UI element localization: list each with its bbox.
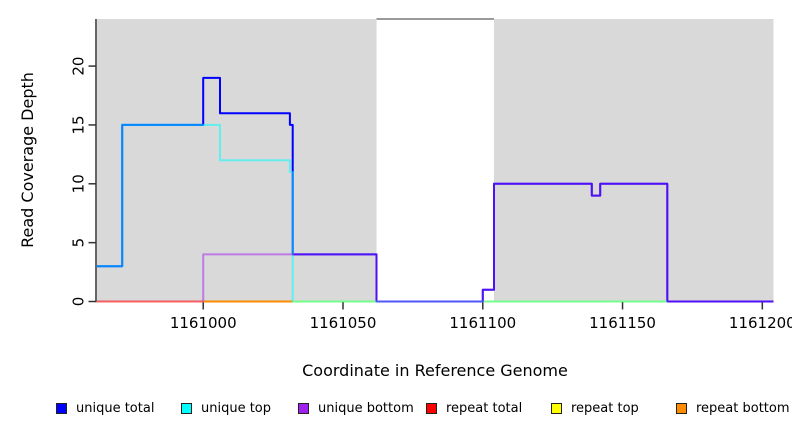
y-axis-tick-label: 0 [70, 297, 88, 307]
legend-swatch-repeat-bottom [676, 402, 687, 414]
x-axis-label: Coordinate in Reference Genome [302, 361, 568, 380]
x-axis-tick-label: 1161150 [589, 314, 656, 332]
legend-item-repeat-top: repeat top [551, 398, 639, 418]
y-axis-tick-label: 10 [70, 174, 88, 193]
legend-item-repeat-bottom: repeat bottom [676, 398, 790, 418]
legend-label-repeat-bottom: repeat bottom [696, 400, 790, 416]
series-line-unique-bottom [202, 182, 774, 303]
legend-item-unique-top: unique top [181, 398, 271, 418]
x-axis-tick-label: 1161000 [170, 314, 237, 332]
legend-swatch-unique-total [56, 402, 67, 414]
legend-label-repeat-top: repeat top [571, 400, 639, 416]
legend-label-unique-top: unique top [201, 400, 272, 416]
legend-swatch-repeat-total [426, 402, 437, 414]
legend-item-repeat-total: repeat total [426, 398, 522, 418]
legend-swatch-unique-bottom [298, 402, 309, 414]
series-line-unique-top [97, 123, 668, 303]
legend-label-repeat-total: repeat total [446, 400, 523, 416]
y-axis-tick-label: 15 [70, 115, 88, 134]
legend-item-unique-bottom: unique bottom [298, 398, 414, 418]
y-axis-tick-label: 20 [70, 57, 88, 76]
x-axis-tick-label: 1161050 [310, 314, 377, 332]
legend: unique total unique top unique bottom repea… [0, 398, 792, 420]
y-axis-tick-label: 5 [70, 238, 88, 248]
legend-label-unique-bottom: unique bottom [318, 400, 414, 416]
covered-region-right [493, 19, 774, 302]
y-axis-label: Read Coverage Depth [18, 72, 37, 248]
legend-swatch-repeat-top [551, 402, 562, 414]
legend-swatch-unique-top [181, 402, 192, 414]
legend-label-unique-total: unique total [76, 400, 155, 416]
x-axis-tick-label: 1161100 [449, 314, 516, 332]
legend-item-unique-total: unique total [56, 398, 154, 418]
x-axis-tick-label: 1161200 [729, 314, 792, 332]
